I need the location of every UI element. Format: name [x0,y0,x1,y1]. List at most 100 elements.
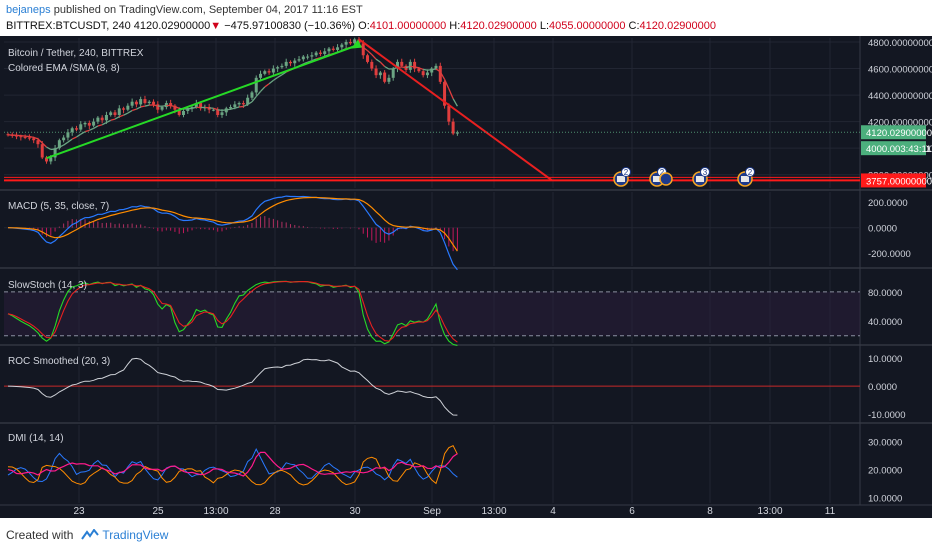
candle[interactable] [425,69,429,79]
candle[interactable] [314,51,318,57]
time-axis[interactable]: 23 25 13:00 28 30 Sep 13:00 4 6 8 13:00 11 [73,506,835,517]
candle[interactable] [336,44,340,53]
candle[interactable] [306,54,310,60]
roc-pane[interactable] [4,357,860,416]
candle-body[interactable] [45,157,49,162]
candle[interactable] [348,38,352,45]
candle[interactable] [134,100,138,108]
candle-body[interactable] [263,71,267,74]
candle-body[interactable] [271,68,275,73]
candle[interactable] [237,101,241,108]
dmi-pane[interactable] [7,445,458,486]
candle-body[interactable] [160,107,164,110]
candle[interactable] [109,110,113,117]
candle[interactable] [340,43,344,51]
candle-body[interactable] [421,71,425,76]
candle-body[interactable] [383,72,387,82]
candle-body[interactable] [92,121,96,126]
candle-body[interactable] [27,137,31,139]
event-badge[interactable]: 3 [692,167,710,187]
candle[interactable] [53,144,57,162]
downtrend-trendline[interactable] [358,38,553,181]
candle-body[interactable] [404,65,408,70]
candle[interactable] [331,46,335,52]
candle-body[interactable] [443,81,447,106]
candle-body[interactable] [455,132,459,134]
candle-body[interactable] [241,103,245,105]
candle-body[interactable] [301,56,305,60]
event-badge[interactable]: 2 [737,167,755,187]
candle-body[interactable] [32,138,36,141]
candle[interactable] [263,69,267,76]
candle-body[interactable] [53,148,57,158]
candle[interactable] [6,132,10,137]
candle[interactable] [250,90,254,100]
candle-body[interactable] [57,140,61,149]
candle[interactable] [383,70,387,84]
candle[interactable] [92,118,96,128]
candle-body[interactable] [109,112,113,115]
candle[interactable] [164,100,168,110]
candle[interactable] [66,129,70,141]
candle[interactable] [57,138,61,150]
candle[interactable] [404,64,408,73]
candle-body[interactable] [6,134,10,136]
candle[interactable] [293,58,297,67]
candle-body[interactable] [117,108,121,115]
candle[interactable] [323,48,327,57]
candle[interactable] [374,65,378,79]
candle-body[interactable] [177,109,181,115]
candle[interactable] [288,60,292,67]
candle-body[interactable] [425,72,429,76]
candle-body[interactable] [186,108,190,112]
candle-body[interactable] [246,97,250,105]
stoch-pane[interactable] [4,280,860,347]
author-link[interactable]: bejaneps [6,4,51,16]
candle[interactable] [438,62,442,85]
candle-body[interactable] [104,114,108,121]
candle-body[interactable] [190,107,194,109]
candle[interactable] [344,39,348,49]
candle[interactable] [455,130,459,136]
candle[interactable] [74,125,78,132]
candle-body[interactable] [413,61,417,69]
candle-body[interactable] [40,144,44,158]
candle-body[interactable] [323,51,327,54]
candle[interactable] [370,59,374,71]
candle-body[interactable] [79,124,83,130]
candle[interactable] [122,106,126,114]
candle[interactable] [280,63,284,69]
candle-body[interactable] [74,128,78,130]
candle-body[interactable] [126,105,130,110]
candle-body[interactable] [152,101,156,105]
candle[interactable] [318,50,322,57]
candle-body[interactable] [87,122,91,126]
candle-body[interactable] [344,41,348,45]
candle-body[interactable] [336,47,340,50]
candle-body[interactable] [408,61,412,70]
candle-body[interactable] [276,67,280,69]
candle[interactable] [79,121,83,132]
candle[interactable] [400,58,404,68]
candle[interactable] [130,98,134,108]
candle-body[interactable] [306,56,310,58]
candle[interactable] [378,70,382,79]
candle-body[interactable] [451,121,455,134]
candle-body[interactable] [357,39,361,44]
candle[interactable] [220,109,224,118]
candle[interactable] [430,66,434,77]
candle[interactable] [186,106,190,114]
candle-body[interactable] [233,104,237,108]
candle[interactable] [147,100,151,106]
candle-body[interactable] [293,60,297,64]
candle-body[interactable] [430,68,434,73]
candle-body[interactable] [173,105,177,110]
price-pane[interactable]: 2 2 3 2 [4,36,860,187]
candle[interactable] [113,109,117,118]
macd-pane[interactable] [4,195,860,271]
candle-body[interactable] [348,41,352,44]
candle[interactable] [297,56,301,63]
candle-body[interactable] [15,135,19,137]
candle-body[interactable] [318,52,322,54]
candle[interactable] [87,120,91,130]
